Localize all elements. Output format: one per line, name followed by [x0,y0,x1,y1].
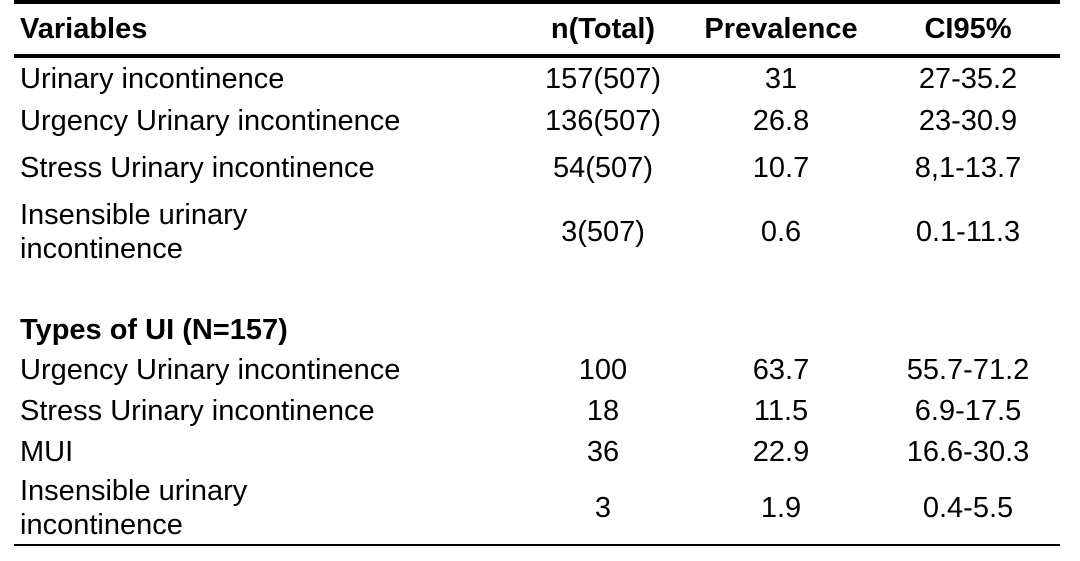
row-label: Stress Urinary incontinence [20,152,375,184]
table-row: Stress Urinary incontinence 18 11.5 6.9-… [14,390,1060,432]
row-label: Urgency Urinary incontinence [20,105,401,137]
row-n-total: 100 [578,354,628,386]
row-prevalence: 0.6 [760,216,802,248]
row-n-total: 3 [594,492,612,524]
row-label-line2: incontinence [20,233,183,265]
header-row: Variables n(Total) Prevalence CI95% [14,2,1060,56]
header-n-total: n(Total) [550,12,656,45]
row-label: Insensible urinary incontinence [14,194,520,270]
table-row: Urgency Urinary incontinence 100 63.7 55… [14,350,1060,390]
table-row: Stress Urinary incontinence 54(507) 10.7… [14,142,1060,194]
table-row: Insensible urinary incontinence 3 1.9 0.… [14,472,1060,545]
table-row: Urinary incontinence 157(507) 31 27-35.2 [14,56,1060,100]
row-ci95: 6.9-17.5 [914,395,1022,427]
row-label-line1: Insensible urinary [20,475,248,507]
row-ci95: 8,1-13.7 [914,152,1022,184]
row-ci95: 0.4-5.5 [922,492,1014,524]
table-row: Urgency Urinary incontinence 136(507) 26… [14,100,1060,142]
row-ci95: 0.1-11.3 [915,216,1021,248]
row-ci95: 55.7-71.2 [906,354,1030,386]
row-n-total: 157(507) [544,63,662,95]
header-ci95: CI95% [924,12,1012,45]
row-ci95: 27-35.2 [918,63,1018,95]
row-n-total: 18 [586,395,620,427]
header-prevalence: Prevalence [704,12,858,45]
row-prevalence: 1.9 [760,492,802,524]
table-body: Urinary incontinence 157(507) 31 27-35.2… [14,56,1060,545]
row-n-total: 3(507) [561,216,645,248]
row-label: MUI [20,436,74,468]
row-label: Urgency Urinary incontinence [20,354,401,386]
row-label: Urinary incontinence [20,63,285,95]
row-prevalence: 26.8 [752,105,810,137]
table-row: MUI 36 22.9 16.6-30.3 [14,432,1060,472]
row-label: Stress Urinary incontinence [20,395,375,427]
header-variables: Variables [20,12,148,45]
row-ci95: 16.6-30.3 [906,436,1030,468]
row-label: Insensible urinary incontinence [14,472,520,545]
row-prevalence: 31 [764,63,798,95]
row-label-line1: Insensible urinary [20,199,248,231]
row-n-total: 136(507) [544,105,662,137]
spacer-row [14,270,1060,310]
row-prevalence: 10.7 [752,152,810,184]
table-header: Variables n(Total) Prevalence CI95% [14,2,1060,56]
row-n-total: 54(507) [553,152,653,184]
table-row: Insensible urinary incontinence 3(507) 0… [14,194,1060,270]
row-prevalence: 11.5 [753,395,809,427]
row-label-line2: incontinence [20,509,183,541]
row-ci95: 23-30.9 [918,105,1018,137]
prevalence-table: Variables n(Total) Prevalence CI95% Urin… [14,0,1060,546]
section-title: Types of UI (N=157) [20,314,288,346]
row-prevalence: 22.9 [752,436,810,468]
row-prevalence: 63.7 [752,354,810,386]
row-n-total: 36 [586,436,620,468]
spacer-cell [14,270,1060,310]
section-row: Types of UI (N=157) [14,310,1060,350]
prevalence-table-container: Variables n(Total) Prevalence CI95% Urin… [14,0,1060,546]
